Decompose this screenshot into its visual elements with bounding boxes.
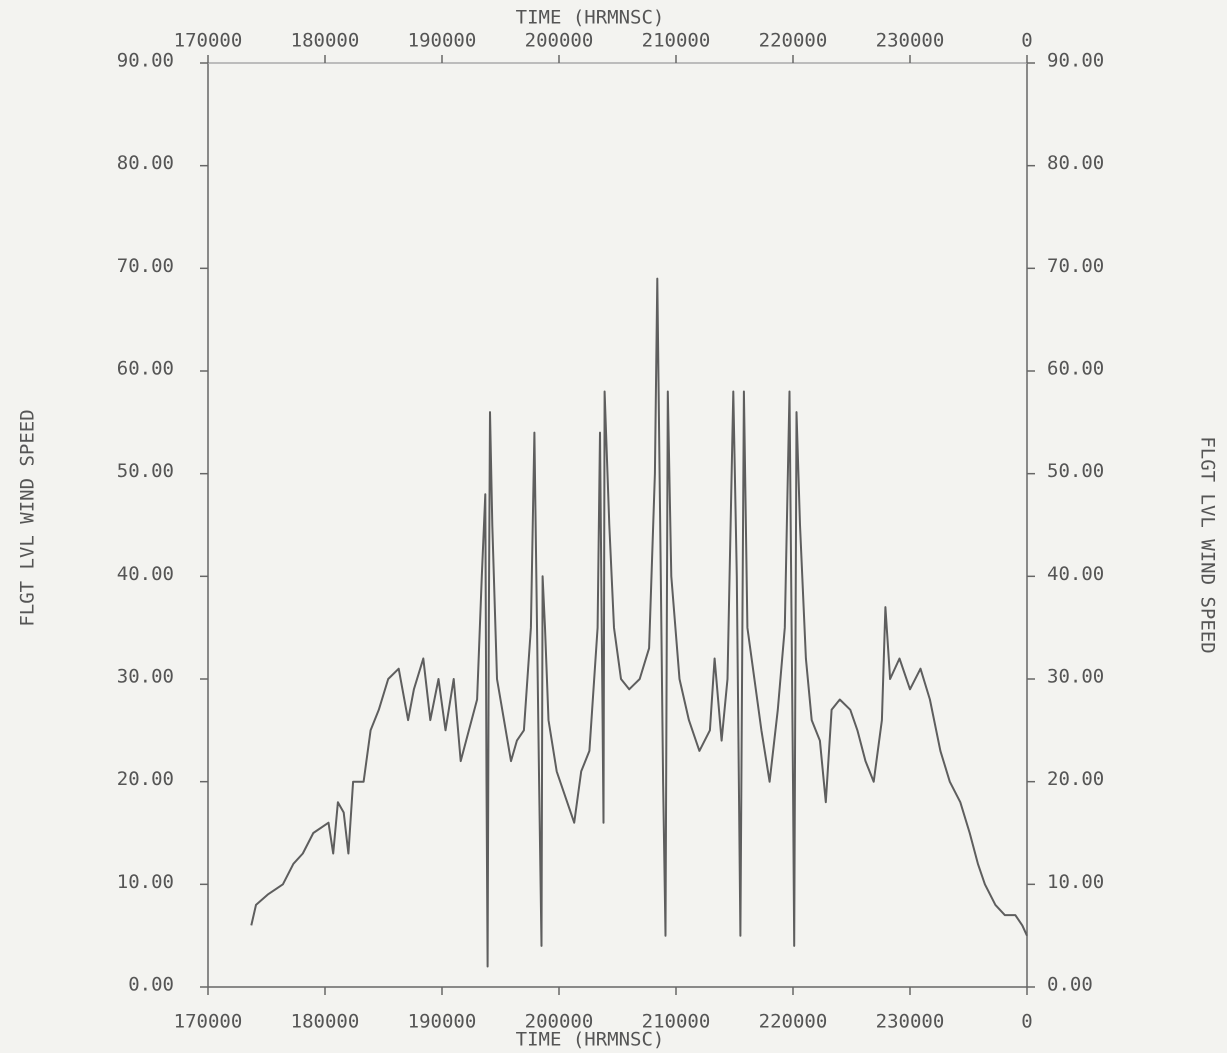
x-tick-label-top: 0 bbox=[1021, 30, 1032, 52]
x-axis-title: TIME (HRMNSC) bbox=[516, 1029, 665, 1051]
y-tick-label: 20.00 bbox=[117, 768, 174, 790]
y-tick-label: 40.00 bbox=[117, 563, 174, 585]
y2-tick-label: 70.00 bbox=[1047, 255, 1104, 277]
y-axis-title: FLGT LVL WIND SPEED bbox=[17, 409, 39, 626]
y-tick-label: 30.00 bbox=[117, 666, 174, 688]
y2-tick-label: 60.00 bbox=[1047, 358, 1104, 380]
y2-axis-title: FLGT LVL WIND SPEED bbox=[1197, 436, 1219, 653]
x-tick-label-top: 210000 bbox=[642, 30, 711, 52]
x-tick-label-top: 220000 bbox=[759, 30, 828, 52]
x-tick-label: 180000 bbox=[291, 1011, 360, 1033]
x-tick-label: 190000 bbox=[408, 1011, 477, 1033]
x-tick-label-top: 200000 bbox=[525, 30, 594, 52]
y2-tick-label: 50.00 bbox=[1047, 460, 1104, 482]
x-tick-label-top: 170000 bbox=[174, 30, 243, 52]
x-axis-title-top: TIME (HRMNSC) bbox=[516, 7, 665, 29]
x-tick-label: 220000 bbox=[759, 1011, 828, 1033]
y2-tick-label: 40.00 bbox=[1047, 563, 1104, 585]
y2-tick-label: 20.00 bbox=[1047, 768, 1104, 790]
y2-tick-label: 80.00 bbox=[1047, 152, 1104, 174]
x-tick-label: 200000 bbox=[525, 1011, 594, 1033]
y2-tick-label: 10.00 bbox=[1047, 871, 1104, 893]
x-tick-label: 0 bbox=[1021, 1011, 1032, 1033]
y-tick-label: 0.00 bbox=[128, 974, 174, 996]
y2-tick-label: 0.00 bbox=[1047, 974, 1093, 996]
y2-tick-label: 30.00 bbox=[1047, 666, 1104, 688]
x-tick-label: 230000 bbox=[876, 1011, 945, 1033]
x-tick-label-top: 190000 bbox=[408, 30, 477, 52]
x-tick-label-top: 180000 bbox=[291, 30, 360, 52]
y-tick-label: 60.00 bbox=[117, 358, 174, 380]
y2-tick-label: 90.00 bbox=[1047, 50, 1104, 72]
y-tick-label: 10.00 bbox=[117, 871, 174, 893]
x-tick-label: 210000 bbox=[642, 1011, 711, 1033]
x-tick-label: 170000 bbox=[174, 1011, 243, 1033]
wind-speed-line bbox=[250, 277, 1028, 968]
y-tick-label: 80.00 bbox=[117, 152, 174, 174]
y-tick-label: 50.00 bbox=[117, 460, 174, 482]
y-tick-label: 70.00 bbox=[117, 255, 174, 277]
y-tick-label: 90.00 bbox=[117, 50, 174, 72]
x-tick-label-top: 230000 bbox=[876, 30, 945, 52]
